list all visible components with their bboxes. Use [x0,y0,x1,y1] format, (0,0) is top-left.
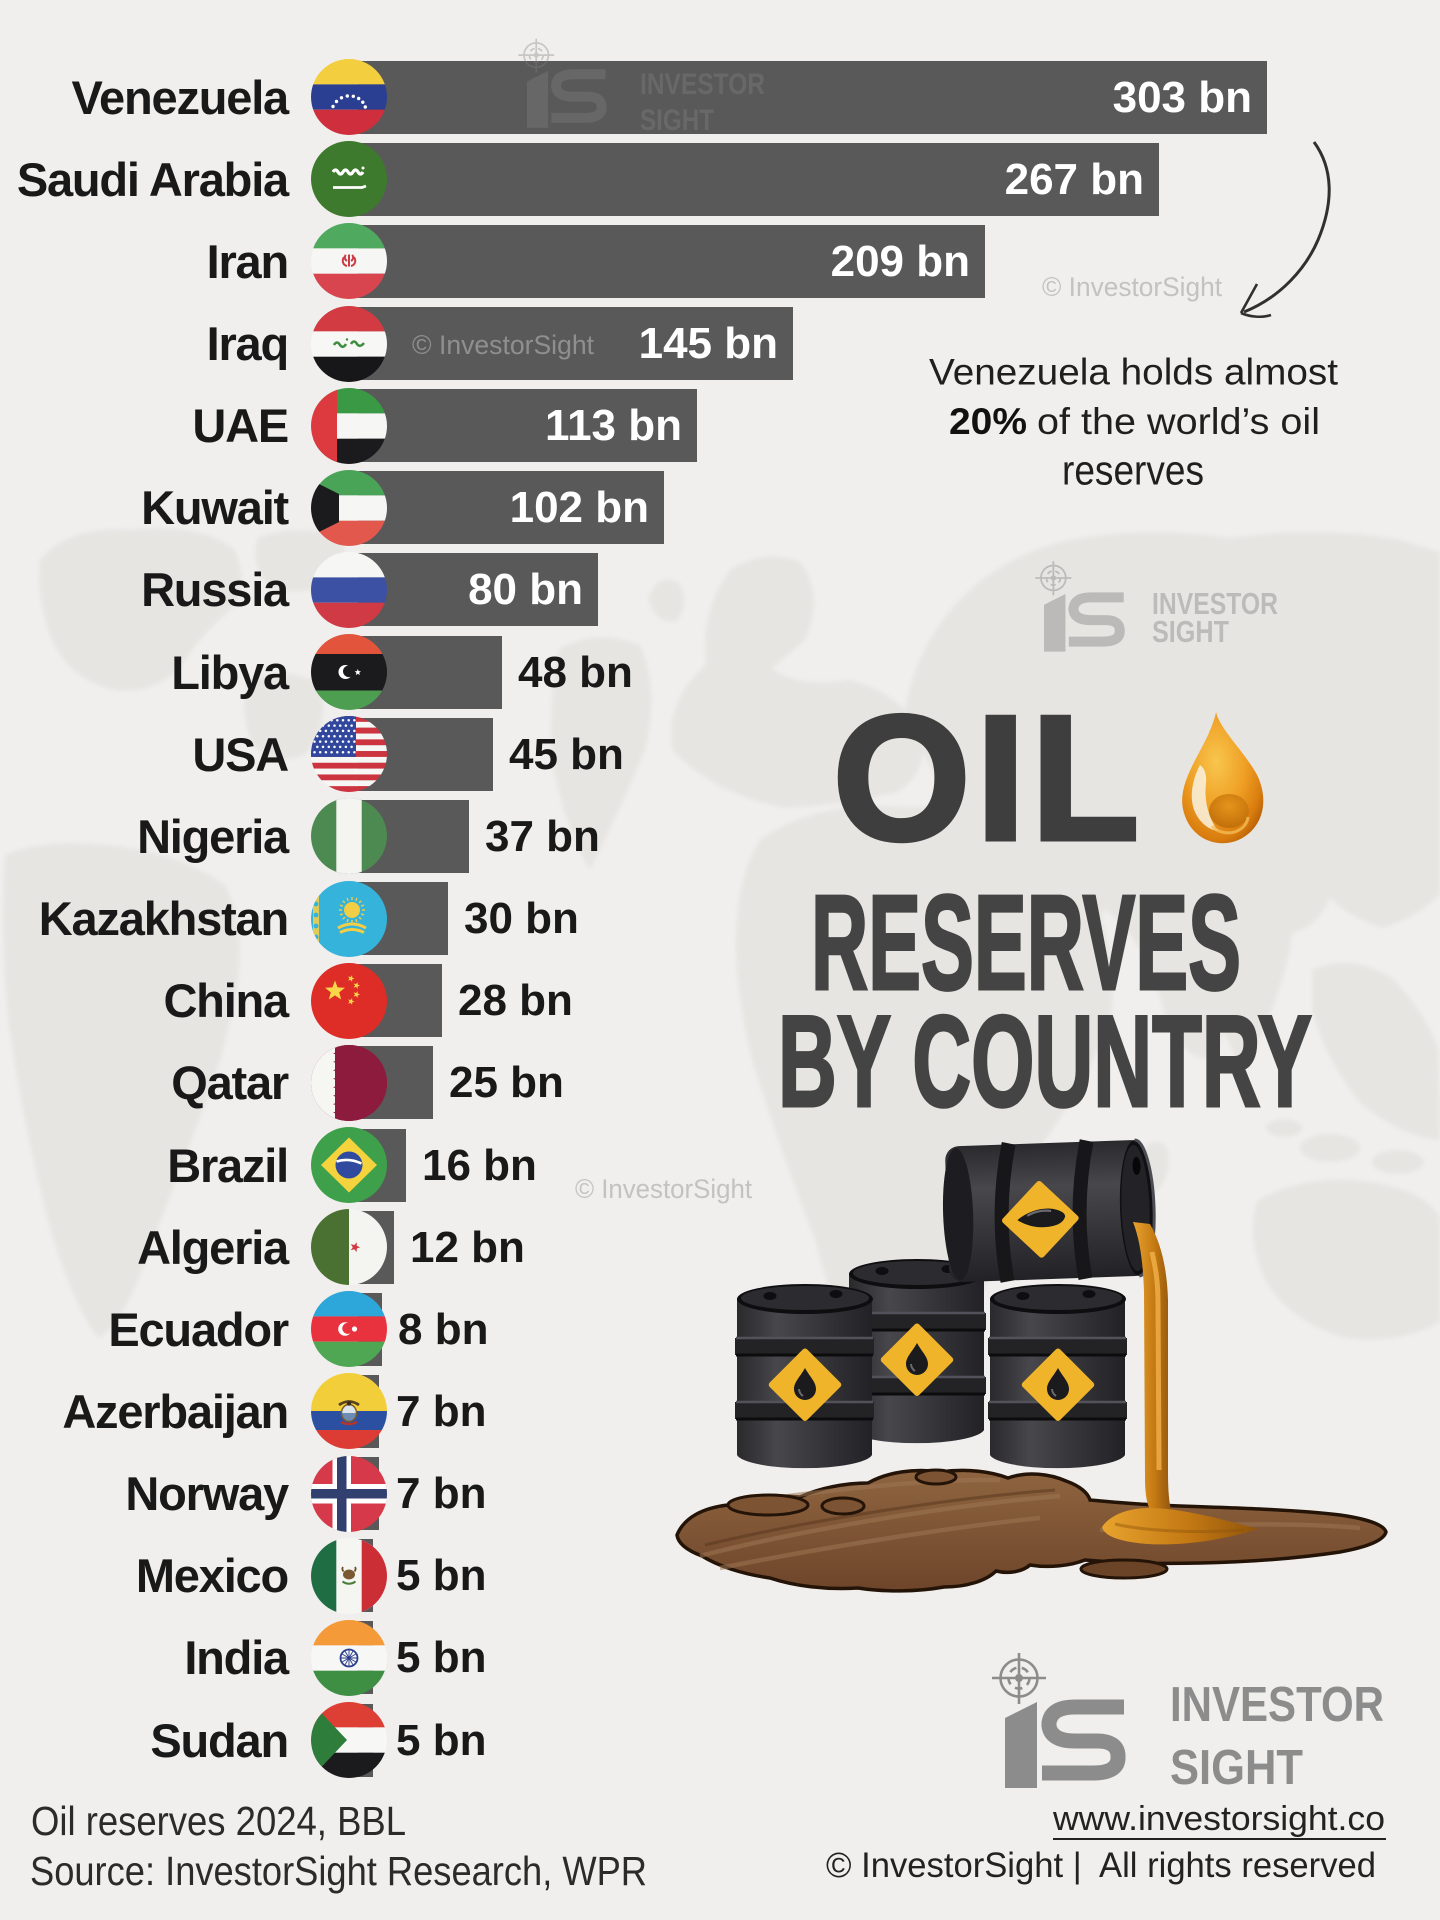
svg-text:© InvestorSight: © InvestorSight [575,1174,752,1204]
svg-text:BY COUNTRY: BY COUNTRY [778,988,1312,1134]
svg-text:SIGHT: SIGHT [1152,614,1229,649]
svg-text:20%: 20% [949,401,1027,442]
svg-text:Source: InvestorSight Research: Source: InvestorSight Research, WPR [30,1848,647,1894]
svg-text:© InvestorSight: © InvestorSight [1042,272,1222,302]
svg-text:RESERVES: RESERVES [811,867,1241,1018]
svg-text:of the world’s oil: of the world’s oil [1037,401,1320,442]
svg-text:reserves: reserves [1062,447,1204,494]
svg-text:SIGHT: SIGHT [640,104,714,137]
svg-text:INVESTOR: INVESTOR [640,68,765,101]
svg-text:OIL: OIL [833,679,1145,877]
svg-text:INVESTOR: INVESTOR [1170,1678,1384,1732]
svg-text:Oil reserves 2024, BBL: Oil reserves 2024, BBL [31,1798,406,1844]
svg-text:www.investorsight.co: www.investorsight.co [1052,1800,1385,1838]
svg-text:© InvestorSight | All rights: © InvestorSight | All rights reserved [826,1846,1376,1885]
svg-text:INVESTOR: INVESTOR [1152,586,1278,621]
svg-text:SIGHT: SIGHT [1170,1741,1303,1795]
svg-text:Venezuela holds almost: Venezuela holds almost [929,352,1339,393]
svg-text:© InvestorSight: © InvestorSight [412,330,594,360]
